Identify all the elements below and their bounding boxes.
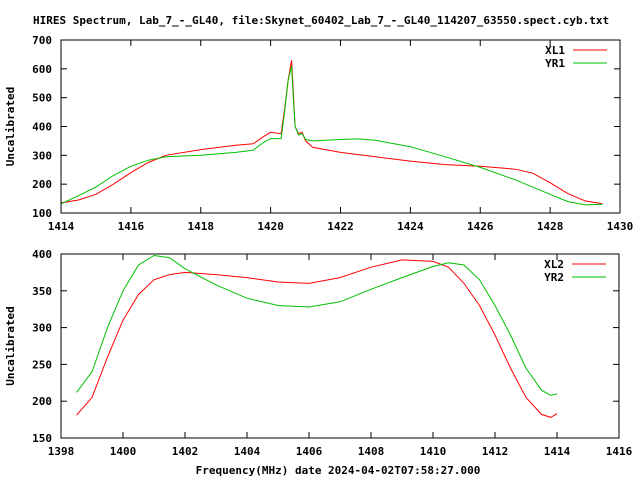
y-tick-label: 350 [32,285,52,298]
y-tick-label: 200 [32,178,52,191]
y-tick-label: 100 [32,207,52,220]
x-tick-label: 1398 [48,445,75,458]
x-tick-label: 1420 [257,220,284,233]
x-tick-label: 1428 [537,220,564,233]
y-tick-label: 500 [32,92,52,105]
x-tick-label: 1426 [467,220,494,233]
x-tick-label: 1430 [607,220,634,233]
x-tick-label: 1412 [482,445,509,458]
legend-label: YR2 [544,271,564,284]
y-tick-label: 700 [32,34,52,47]
y-axis-label: Uncalibrated [4,87,17,166]
x-tick-label: 1418 [188,220,215,233]
y-tick-label: 200 [32,395,52,408]
y-tick-label: 400 [32,248,52,261]
y-tick-label: 150 [32,432,52,445]
x-tick-label: 1408 [358,445,385,458]
chart-title: HIRES Spectrum, Lab_7_-_GL40, file:Skyne… [33,14,609,27]
x-tick-label: 1416 [118,220,145,233]
y-tick-label: 400 [32,121,52,134]
plot-2: 1398 1400 1402 1404 1406 1408 1410 1412 1414 1416… [4,248,633,458]
y-tick-label: 300 [32,322,52,335]
legend-label: XL2 [544,258,564,271]
y-tick-label: 600 [32,63,52,76]
x-tick-label: 1400 [110,445,137,458]
series-line-xl2 [76,259,558,418]
plot-border [60,253,620,439]
legend-label: YR1 [545,57,565,70]
x-tick-label: 1424 [397,220,424,233]
x-tick-label: 1402 [172,445,199,458]
y-tick-label: 250 [32,358,52,371]
series-line-yr1 [60,65,603,206]
x-tick-label: 1416 [606,445,633,458]
y-axis-label: Uncalibrated [4,306,17,385]
plot-1: 1414 1416 1418 1420 1422 1424 1426 1428 1430 100 2… [4,34,633,233]
series-line-yr2 [76,254,558,396]
x-tick-label: 1404 [234,445,261,458]
legend-label: XL1 [545,44,565,57]
x-tick-label: 1414 [48,220,75,233]
x-tick-label: 1410 [420,445,447,458]
x-axis-label: Frequency(MHz) date 2024-04-02T07:58:27.… [196,464,481,477]
x-tick-label: 1414 [544,445,571,458]
y-tick-label: 300 [32,149,52,162]
x-tick-label: 1422 [327,220,354,233]
plot-border [60,39,621,214]
x-tick-label: 1406 [296,445,323,458]
